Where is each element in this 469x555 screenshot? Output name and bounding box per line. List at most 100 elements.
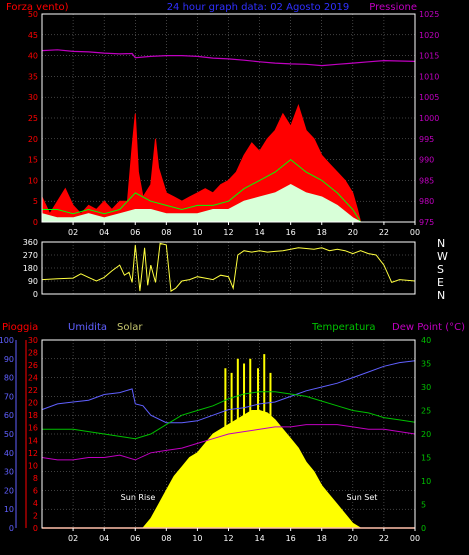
sunrise-annotation: Sun Rise xyxy=(121,493,156,502)
temp-xtick-label: 06 xyxy=(130,534,140,543)
wind-xtick-label: 10 xyxy=(192,228,202,237)
rain-legend: Pioggia xyxy=(2,322,38,333)
pressure-ytick-label: 1005 xyxy=(419,93,439,102)
temp-ytick-label: 35 xyxy=(421,360,431,369)
wind-ytick-label: 25 xyxy=(28,114,38,123)
solar-series xyxy=(42,410,415,529)
wind-direction-series xyxy=(41,242,416,292)
wind-ytick-label: 10 xyxy=(28,176,38,185)
rain-ytick-label: 18 xyxy=(28,411,38,420)
humidity-series xyxy=(41,360,416,424)
pressure-ytick-label: 985 xyxy=(419,176,434,185)
wind-ytick-label: 30 xyxy=(28,93,38,102)
pressure-ytick-label: 990 xyxy=(419,156,434,165)
rain-ytick-label: 26 xyxy=(28,361,38,370)
wind-gust-series xyxy=(41,184,415,223)
humidity-ytick-label: 50 xyxy=(4,430,14,439)
temp-xtick-label: 22 xyxy=(379,534,389,543)
temp-xtick-label: 10 xyxy=(192,534,202,543)
humidity-ytick-label: 90 xyxy=(4,355,14,364)
temp-xtick-label: 12 xyxy=(223,534,233,543)
wind-average-series xyxy=(42,158,415,223)
rain-ytick-label: 22 xyxy=(28,386,38,395)
direction-ytick-label: 270 xyxy=(23,251,38,260)
temp-ytick-label: 10 xyxy=(421,477,431,486)
pressure-ytick-label: 1020 xyxy=(419,31,439,40)
humidity-ytick-label: 0 xyxy=(9,524,14,533)
wind-xtick-label: 04 xyxy=(99,228,109,237)
wind-ytick-label: 20 xyxy=(28,135,38,144)
compass-label: E xyxy=(437,276,444,289)
wind-ytick-label: 45 xyxy=(28,31,38,40)
chart-title: 24 hour graph data: 02 Agosto 2019 xyxy=(167,2,350,13)
temp-xtick-label: 02 xyxy=(68,534,78,543)
rain-ytick-label: 28 xyxy=(28,349,38,358)
temp-ytick-label: 40 xyxy=(421,336,431,345)
temperature-legend: Temperatura xyxy=(311,322,376,333)
rain-ytick-label: 20 xyxy=(28,399,38,408)
pressure-ytick-label: 995 xyxy=(419,135,434,144)
pressure-series xyxy=(41,49,416,67)
wind-ytick-label: 40 xyxy=(28,52,38,61)
wind-xtick-label: 12 xyxy=(223,228,233,237)
rain-ytick-label: 4 xyxy=(33,499,38,508)
pressure-ytick-label: 1010 xyxy=(419,72,439,81)
humidity-legend: Umidita xyxy=(68,322,107,333)
wind-ytick-label: 50 xyxy=(28,10,38,19)
rain-ytick-label: 24 xyxy=(28,374,38,383)
temp-xtick-label: 08 xyxy=(161,534,171,543)
wind-xtick-label: 22 xyxy=(379,228,389,237)
temp-xtick-label: 18 xyxy=(317,534,327,543)
humidity-ytick-label: 20 xyxy=(4,486,14,495)
compass-label: S xyxy=(437,263,444,276)
humidity-ytick-label: 30 xyxy=(4,468,14,477)
temp-ytick-label: 25 xyxy=(421,407,431,416)
humidity-ytick-label: 10 xyxy=(4,505,14,514)
humidity-ytick-label: 60 xyxy=(4,411,14,420)
pressure-ytick-label: 1015 xyxy=(419,52,439,61)
wind-xtick-label: 20 xyxy=(348,228,358,237)
wind-ytick-label: 35 xyxy=(28,72,38,81)
wind-xtick-label: 14 xyxy=(254,228,264,237)
compass-label: W xyxy=(437,250,448,263)
rain-ytick-label: 30 xyxy=(28,336,38,345)
wind-ytick-label: 15 xyxy=(28,156,38,165)
humidity-ytick-label: 80 xyxy=(4,374,14,383)
pressure-axis-title: Pressione xyxy=(369,2,417,13)
direction-ytick-label: 90 xyxy=(28,277,38,286)
temp-xtick-label: 14 xyxy=(254,534,264,543)
rain-ytick-label: 6 xyxy=(33,486,38,495)
rain-ytick-label: 0 xyxy=(33,524,38,533)
direction-ytick-label: 0 xyxy=(33,290,38,299)
wind-xtick-label: 16 xyxy=(286,228,296,237)
rain-ytick-label: 10 xyxy=(28,461,38,470)
solar-legend: Solar xyxy=(117,322,143,333)
temp-ytick-label: 20 xyxy=(421,430,431,439)
wind-xtick-label: 02 xyxy=(68,228,78,237)
temp-xtick-label: 04 xyxy=(99,534,109,543)
wind-xtick-label: 00 xyxy=(410,228,420,237)
temp-ytick-label: 15 xyxy=(421,454,431,463)
compass-label: N xyxy=(437,237,445,250)
wind-xtick-label: 18 xyxy=(317,228,327,237)
rain-ytick-label: 2 xyxy=(33,511,38,520)
temp-xtick-label: 16 xyxy=(286,534,296,543)
direction-panel-frame xyxy=(41,241,416,295)
chart-marks: 0510152025303540455097598098599099510001… xyxy=(0,10,448,543)
temp-ytick-label: 30 xyxy=(421,383,431,392)
rain-ytick-label: 12 xyxy=(28,449,38,458)
temp-ytick-label: 5 xyxy=(421,501,426,510)
temp-xtick-label: 20 xyxy=(348,534,358,543)
pressure-ytick-label: 975 xyxy=(419,218,434,227)
pressure-ytick-label: 1025 xyxy=(419,10,439,19)
pressure-ytick-label: 1000 xyxy=(419,114,439,123)
rain-ytick-label: 14 xyxy=(28,436,38,445)
temp-xtick-label: 00 xyxy=(410,534,420,543)
dew-point-legend: Dew Point (°C) xyxy=(392,322,465,333)
compass-label: N xyxy=(437,289,445,302)
dew-point-series xyxy=(41,424,416,461)
pressure-ytick-label: 980 xyxy=(419,197,434,206)
temperature-series xyxy=(42,391,416,440)
direction-ytick-label: 180 xyxy=(23,264,38,273)
rain-ytick-label: 16 xyxy=(28,424,38,433)
